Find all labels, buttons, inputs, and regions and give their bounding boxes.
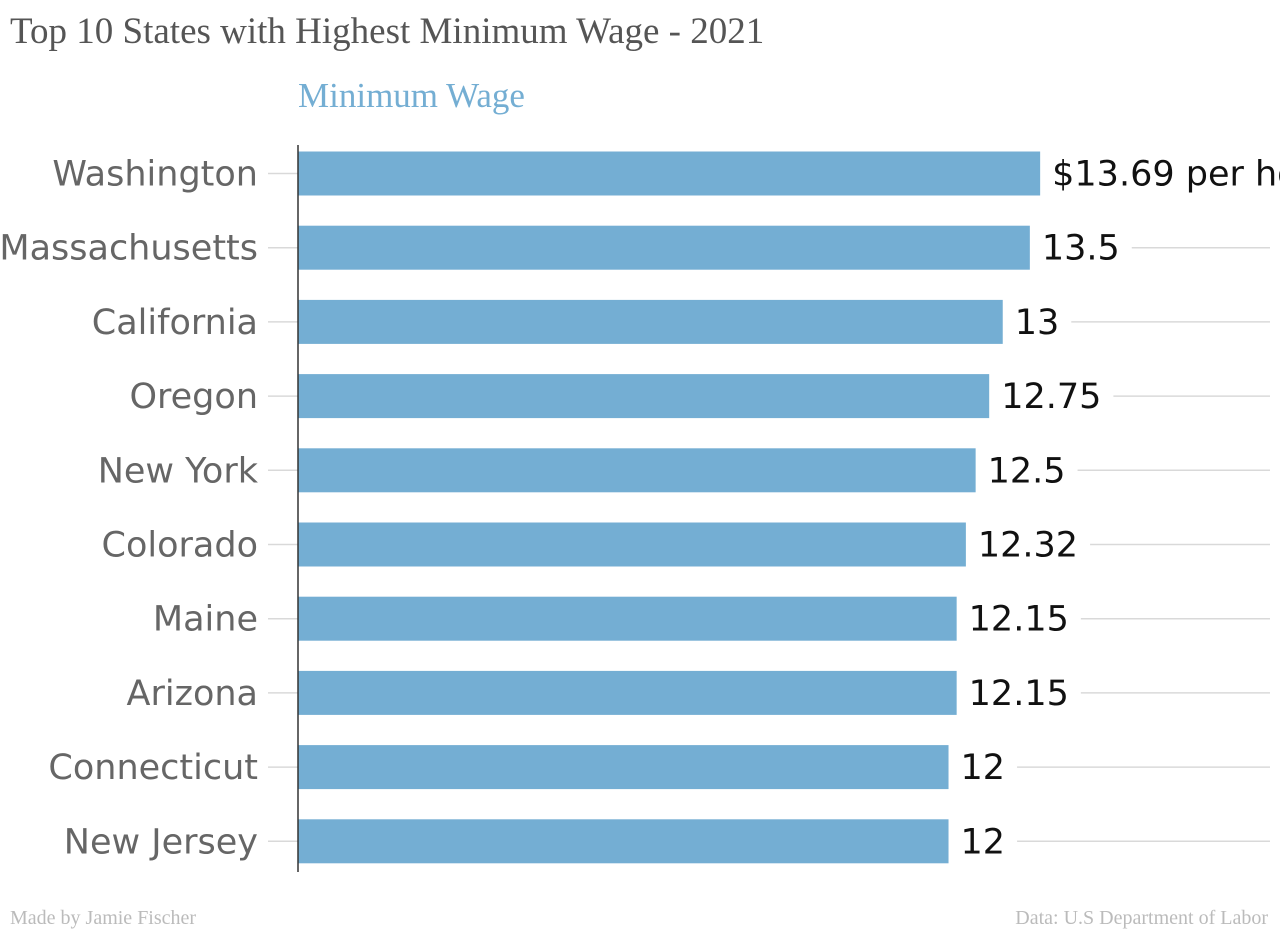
- labels: Washington $13.69 per hour Massachusetts 13…: [0, 155, 1280, 863]
- footer-credit: Made by Jamie Fischer: [10, 907, 197, 929]
- value-label: 12: [961, 748, 1006, 788]
- bar[interactable]: [298, 522, 966, 567]
- value-label: 12.5: [988, 451, 1066, 491]
- value-label: 13: [1015, 303, 1060, 343]
- value-label: 12: [961, 822, 1006, 862]
- category-label: Maine: [153, 600, 258, 640]
- value-label: 12.75: [1001, 377, 1101, 417]
- value-label: 13.5: [1042, 229, 1120, 269]
- value-label: $13.69 per hour: [1052, 155, 1280, 195]
- category-label: Arizona: [127, 674, 258, 714]
- category-label: Oregon: [129, 377, 258, 417]
- category-label: Connecticut: [48, 748, 258, 788]
- bar[interactable]: [298, 374, 990, 419]
- bar[interactable]: [298, 745, 949, 790]
- bar[interactable]: [298, 819, 949, 864]
- bar[interactable]: [298, 596, 957, 641]
- footer-source: Data: U.S Department of Labor: [1015, 907, 1268, 929]
- chart-title: Top 10 States with Highest Minimum Wage …: [10, 11, 765, 52]
- series-title: Minimum Wage: [298, 76, 525, 115]
- category-label: Massachusetts: [0, 229, 258, 269]
- value-label: 12.15: [969, 674, 1069, 714]
- category-label: New York: [98, 451, 259, 491]
- bar[interactable]: [298, 151, 1041, 196]
- bar[interactable]: [298, 670, 957, 715]
- category-label: Colorado: [102, 526, 258, 566]
- value-label: 12.15: [969, 600, 1069, 640]
- bar[interactable]: [298, 448, 976, 493]
- gridlines: [268, 172, 1270, 843]
- bar[interactable]: [298, 225, 1030, 270]
- category-label: New Jersey: [64, 822, 258, 862]
- value-label: 12.32: [978, 526, 1078, 566]
- bar[interactable]: [298, 299, 1003, 344]
- category-label: California: [92, 303, 258, 343]
- bars: [298, 151, 1041, 864]
- category-label: Washington: [52, 155, 258, 195]
